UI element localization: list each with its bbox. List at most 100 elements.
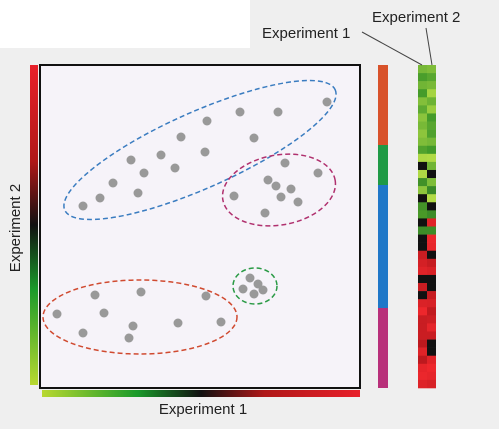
heat-cell: [418, 331, 427, 340]
point: [126, 155, 136, 165]
point: [201, 291, 211, 301]
heat-cell: [427, 258, 436, 268]
point: [313, 168, 323, 178]
heat-cell: [418, 355, 427, 365]
heat-cell: [418, 218, 427, 227]
point: [139, 168, 149, 178]
heat-cell: [427, 242, 436, 252]
point: [293, 197, 303, 207]
heat-cell: [418, 73, 427, 82]
heat-cell: [427, 299, 436, 308]
heatmap-label: Experiment 2: [372, 9, 460, 26]
heat-cell: [418, 137, 427, 147]
point: [216, 317, 226, 327]
point: [200, 147, 210, 157]
heat-cell: [427, 161, 436, 171]
point: [90, 290, 100, 300]
heat-cell: [418, 145, 427, 155]
y-axis-label: Experiment 2: [7, 184, 24, 272]
point: [176, 132, 186, 142]
point: [249, 133, 259, 143]
heat-cell: [427, 178, 436, 187]
point: [286, 184, 296, 194]
heat-cell: [427, 283, 436, 292]
heat-cell: [418, 323, 427, 332]
heat-cell: [427, 121, 436, 130]
heat-cell: [418, 242, 427, 252]
heat-cell: [418, 347, 427, 356]
heat-cell: [427, 315, 436, 324]
heat-cell: [418, 363, 427, 373]
point: [133, 188, 143, 198]
cluster-segment: [378, 65, 388, 145]
heat-cell: [418, 258, 427, 268]
point: [249, 289, 259, 299]
point: [276, 192, 286, 202]
x-color-bar: [42, 390, 360, 397]
point: [99, 308, 109, 318]
cluster-ellipse: [42, 279, 238, 355]
heat-cell: [427, 307, 436, 316]
heatmap: [418, 65, 436, 389]
cluster-ellipse: [63, 79, 337, 221]
point: [263, 175, 273, 185]
heat-cell: [427, 363, 436, 373]
point: [124, 333, 134, 343]
point: [245, 273, 255, 283]
heat-cell: [418, 153, 427, 163]
heat-cell: [418, 250, 427, 260]
panel-top: [250, 0, 499, 48]
heat-cell: [427, 250, 436, 260]
y-color-bar: [30, 65, 38, 385]
heat-cell: [418, 81, 427, 90]
heat-cell: [427, 186, 436, 195]
heat-cell: [427, 194, 436, 203]
heat-cell: [427, 234, 436, 243]
heat-cell: [427, 73, 436, 82]
point: [238, 284, 248, 294]
heat-cell: [418, 283, 427, 292]
point: [235, 107, 245, 117]
point: [136, 287, 146, 297]
heat-cell: [418, 307, 427, 316]
heat-cell: [418, 113, 427, 122]
point: [170, 163, 180, 173]
cluster-segment: [378, 145, 388, 185]
heat-cell: [427, 169, 436, 179]
heat-cell: [418, 210, 427, 219]
heatmap-label: Experiment 1: [262, 25, 350, 42]
points: [52, 97, 332, 343]
point: [173, 318, 183, 328]
point: [128, 321, 138, 331]
point: [156, 150, 166, 160]
point: [258, 285, 268, 295]
heat-cell: [418, 234, 427, 243]
heat-cell: [427, 145, 436, 155]
heat-cell: [418, 65, 427, 74]
heat-cell: [418, 169, 427, 179]
point: [322, 97, 332, 107]
point: [108, 178, 118, 188]
heat-cell: [418, 89, 427, 98]
heat-cell: [427, 129, 436, 138]
heat-cell: [418, 226, 427, 235]
heat-cell: [418, 291, 427, 300]
cluster-bar: [378, 65, 388, 388]
heat-cell: [427, 153, 436, 163]
heat-cell: [418, 202, 427, 211]
heat-cell: [427, 105, 436, 114]
leader-line: [425, 27, 433, 66]
heat-cell: [427, 113, 436, 122]
heat-cell: [418, 129, 427, 138]
heat-cell: [427, 323, 436, 332]
heat-cell: [427, 202, 436, 211]
leader-line: [361, 31, 423, 66]
heat-cell: [418, 299, 427, 308]
heat-cell: [418, 186, 427, 195]
heat-cell: [418, 266, 427, 276]
point: [280, 158, 290, 168]
heat-cell: [427, 347, 436, 356]
heat-cell: [418, 315, 427, 324]
heat-cell: [418, 178, 427, 187]
point: [52, 309, 62, 319]
